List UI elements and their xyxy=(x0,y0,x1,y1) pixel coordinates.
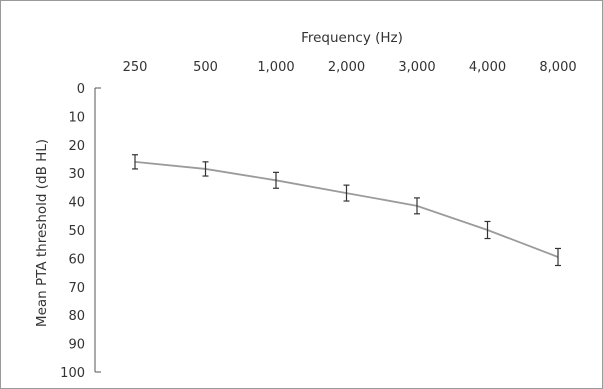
x-tick-label: 1,000 xyxy=(257,60,294,75)
error-bar xyxy=(273,171,279,189)
y-tick-label: 20 xyxy=(68,139,85,154)
x-tick-label: 4,000 xyxy=(469,60,506,75)
error-bar xyxy=(555,247,561,267)
y-tick-label: 0 xyxy=(77,82,85,97)
x-tick-label: 8,000 xyxy=(539,60,576,75)
y-tick-label: 60 xyxy=(68,252,85,267)
x-tick-label: 250 xyxy=(123,60,148,75)
x-tick-label: 500 xyxy=(193,60,218,75)
x-tick-labels: 250 500 1,000 2,000 3,000 4,000 8,000 xyxy=(123,60,577,75)
x-tick-label: 3,000 xyxy=(398,60,435,75)
error-bar xyxy=(202,161,209,177)
error-bar xyxy=(414,197,420,215)
y-axis: 0 10 20 30 40 50 60 70 80 90 100 xyxy=(60,82,101,381)
x-tick-label: 2,000 xyxy=(328,60,365,75)
x-axis-title: Frequency (Hz) xyxy=(301,30,403,46)
y-tick-label: 30 xyxy=(68,167,85,182)
series-group xyxy=(132,154,561,267)
error-bar xyxy=(343,184,350,202)
y-tick-label: 80 xyxy=(68,309,85,324)
y-axis-title: Mean PTA threshold (dB HL) xyxy=(34,139,50,327)
error-bar xyxy=(132,154,138,170)
y-tick-label: 90 xyxy=(68,338,85,353)
y-tick-label: 70 xyxy=(68,281,85,296)
y-tick-label: 10 xyxy=(68,110,85,125)
y-tick-label: 50 xyxy=(68,224,85,239)
error-bar xyxy=(484,220,491,240)
y-tick-label: 40 xyxy=(68,196,85,211)
y-tick-label: 100 xyxy=(60,366,85,381)
series-line xyxy=(134,160,559,258)
